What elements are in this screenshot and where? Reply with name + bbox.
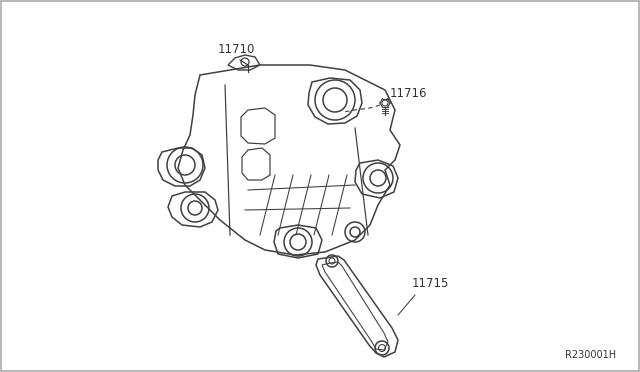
Text: 11715: 11715 — [412, 277, 449, 290]
Text: 11710: 11710 — [218, 43, 255, 56]
Text: R230001H: R230001H — [565, 350, 616, 360]
Text: 11716: 11716 — [390, 87, 428, 100]
